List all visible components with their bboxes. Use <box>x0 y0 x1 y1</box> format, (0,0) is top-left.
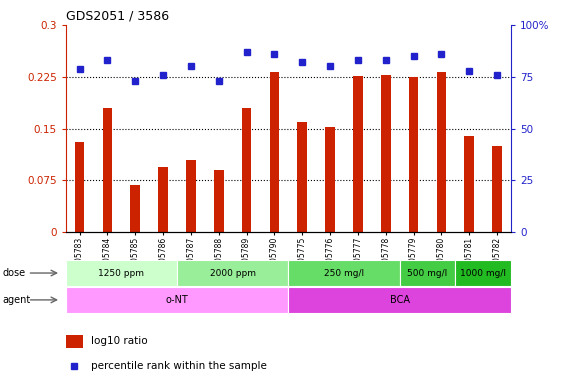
Bar <box>103 108 112 232</box>
Bar <box>288 287 511 313</box>
Bar <box>492 146 502 232</box>
Bar <box>400 260 456 286</box>
Text: 500 mg/l: 500 mg/l <box>408 268 448 278</box>
Bar <box>75 142 85 232</box>
Bar <box>66 335 83 348</box>
Bar <box>456 260 511 286</box>
Bar <box>186 160 196 232</box>
Bar <box>437 72 447 232</box>
Bar <box>409 77 419 232</box>
Bar <box>66 287 288 313</box>
Bar <box>158 167 168 232</box>
Bar <box>325 127 335 232</box>
Bar <box>297 122 307 232</box>
Bar <box>214 170 224 232</box>
Bar <box>270 72 279 232</box>
Text: percentile rank within the sample: percentile rank within the sample <box>91 361 267 371</box>
Text: GDS2051 / 3586: GDS2051 / 3586 <box>66 10 169 23</box>
Text: 250 mg/l: 250 mg/l <box>324 268 364 278</box>
Text: log10 ratio: log10 ratio <box>91 336 148 346</box>
Text: 1250 ppm: 1250 ppm <box>98 268 144 278</box>
Text: dose: dose <box>3 268 26 278</box>
Text: o-NT: o-NT <box>166 295 188 305</box>
Text: agent: agent <box>3 295 31 305</box>
Bar <box>353 76 363 232</box>
Bar <box>130 185 140 232</box>
Bar <box>66 260 177 286</box>
Bar <box>177 260 288 286</box>
Bar <box>464 136 474 232</box>
Bar <box>381 75 391 232</box>
Bar <box>288 260 400 286</box>
Text: 2000 ppm: 2000 ppm <box>210 268 256 278</box>
Text: 1000 mg/l: 1000 mg/l <box>460 268 506 278</box>
Text: BCA: BCA <box>389 295 410 305</box>
Bar <box>242 108 251 232</box>
